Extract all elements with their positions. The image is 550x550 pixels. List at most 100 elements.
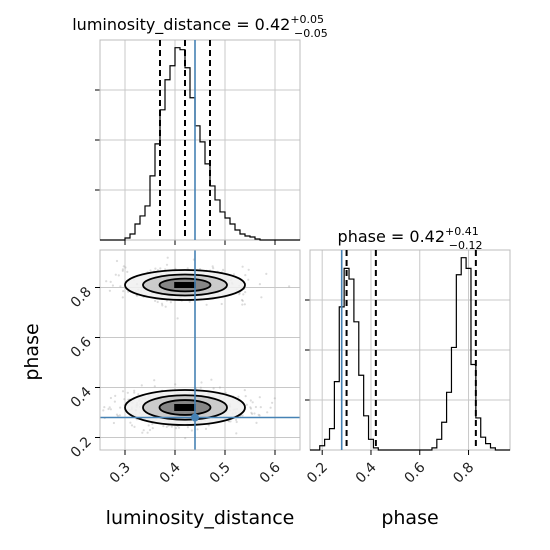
- joint-scatter-point: [165, 263, 169, 266]
- joint-scatter-point: [113, 400, 116, 403]
- joint-scatter-point: [238, 293, 241, 296]
- joint-scatter-point: [259, 406, 262, 409]
- joint-scatter-point: [207, 424, 210, 427]
- joint-scatter-point: [244, 274, 247, 277]
- joint-scatter-point: [115, 259, 119, 263]
- joint-scatter-point: [116, 414, 120, 418]
- joint-scatter-point: [142, 429, 145, 432]
- joint-scatter-point: [114, 273, 117, 276]
- joint-scatter-point: [196, 428, 199, 431]
- joint-scatter-point: [119, 285, 122, 288]
- joint-scatter-point: [121, 390, 125, 393]
- joint-scatter-point: [165, 425, 168, 428]
- joint-scatter-point: [288, 285, 291, 288]
- joint-scatter-point: [188, 300, 191, 303]
- y-axis-label-phase: phase: [21, 323, 43, 380]
- joint-scatter-point: [130, 424, 134, 427]
- joint-scatter-point: [199, 386, 202, 389]
- joint-scatter-point: [240, 298, 244, 302]
- joint-scatter-point: [146, 431, 149, 434]
- joint-scatter-point: [129, 421, 132, 424]
- joint-scatter-point: [235, 418, 238, 421]
- joint-scatter-point: [164, 305, 167, 308]
- joint-panel: 0.3 0.4 0.5 0.6 0.2 0.4 0.6 0.8: [68, 249, 301, 487]
- joint-scatter-point: [212, 387, 215, 390]
- x-axis-label-luminosity-distance: luminosity_distance: [106, 507, 295, 529]
- joint-scatter-point: [123, 398, 126, 401]
- joint-scatter-point: [222, 268, 225, 271]
- joint-scatter-point: [122, 290, 125, 293]
- joint-xtick-label-1: 0.4: [157, 459, 184, 486]
- joint-scatter-point: [111, 284, 114, 287]
- joint-scatter-point: [251, 412, 254, 415]
- joint-scatter-point: [105, 280, 108, 283]
- joint-scatter-point: [109, 280, 112, 283]
- joint-scatter-point: [153, 385, 156, 388]
- joint-scatter-point: [137, 393, 140, 396]
- joint-scatter-point: [212, 267, 215, 270]
- joint-scatter-point: [133, 391, 136, 394]
- joint-scatter-point: [174, 383, 177, 386]
- ld-hist-frame: [99, 39, 301, 241]
- joint-scatter-point: [242, 293, 245, 296]
- joint-scatter-point: [121, 296, 124, 299]
- joint-scatter-point: [265, 272, 268, 275]
- joint-density-core-1: [174, 404, 196, 411]
- joint-contour-1-1: [142, 394, 228, 421]
- joint-scatter-point: [241, 414, 244, 417]
- joint-scatter-point: [273, 397, 276, 400]
- joint-ytick-label-2: 0.6: [68, 334, 95, 361]
- joint-ytick-label-1: 0.4: [68, 384, 95, 411]
- joint-scatter-point: [266, 411, 269, 414]
- joint-scatter-point: [133, 389, 136, 392]
- joint-scatter-point: [255, 421, 258, 424]
- joint-scatter-point: [151, 427, 154, 430]
- joint-scatter-point: [141, 431, 144, 434]
- joint-scatter-point: [186, 426, 189, 429]
- joint-scatter-point: [160, 302, 164, 305]
- joint-scatter-point: [115, 413, 119, 416]
- phase-xtick-label-1: 0.4: [353, 459, 380, 486]
- joint-scatter-point: [229, 420, 232, 423]
- joint-ytick-label-3: 0.8: [68, 284, 95, 311]
- joint-scatter-point: [243, 303, 246, 306]
- joint-scatter-point: [161, 304, 164, 307]
- joint-scatter-point: [121, 269, 124, 272]
- joint-scatter-point: [258, 396, 261, 399]
- joint-scatter-point: [151, 422, 154, 426]
- joint-scatter-point: [205, 303, 208, 306]
- joint-scatter-point: [251, 401, 254, 404]
- joint-ytick-label-0: 0.2: [68, 434, 95, 461]
- joint-xtick-label-2: 0.5: [207, 460, 234, 487]
- joint-scatter-point: [126, 391, 129, 394]
- joint-scatter-point: [244, 291, 247, 294]
- joint-scatter-point: [154, 299, 157, 302]
- joint-scatter-point: [169, 301, 172, 304]
- joint-scatter-point: [154, 267, 157, 270]
- x-axis-label-phase: phase: [381, 507, 438, 529]
- joint-scatter-point: [232, 273, 235, 276]
- joint-scatter-point: [162, 425, 165, 428]
- joint-scatter-point: [210, 378, 213, 381]
- joint-scatter-point: [271, 401, 274, 404]
- joint-scatter-point: [258, 283, 261, 286]
- joint-xtick-label-3: 0.6: [257, 459, 284, 486]
- joint-scatter-point: [119, 406, 122, 409]
- joint-scatter-point: [224, 391, 227, 395]
- joint-scatter-point: [109, 396, 112, 400]
- joint-scatter-point: [254, 405, 257, 409]
- luminosity-distance-title-minus: −0.05: [294, 27, 328, 40]
- joint-scatter-point: [159, 267, 162, 270]
- joint-scatter-point: [124, 266, 127, 269]
- joint-scatter-point: [249, 406, 252, 409]
- phase-title-minus: −0.12: [449, 239, 483, 252]
- joint-scatter-point: [235, 432, 238, 435]
- joint-scatter-point: [247, 278, 250, 281]
- joint-scatter-point: [218, 386, 221, 389]
- joint-frame: [99, 249, 301, 451]
- joint-scatter-point: [269, 406, 272, 409]
- phase-hist-series-line: [310, 257, 510, 451]
- joint-scatter-point: [109, 408, 112, 411]
- joint-scatter-point: [250, 411, 253, 414]
